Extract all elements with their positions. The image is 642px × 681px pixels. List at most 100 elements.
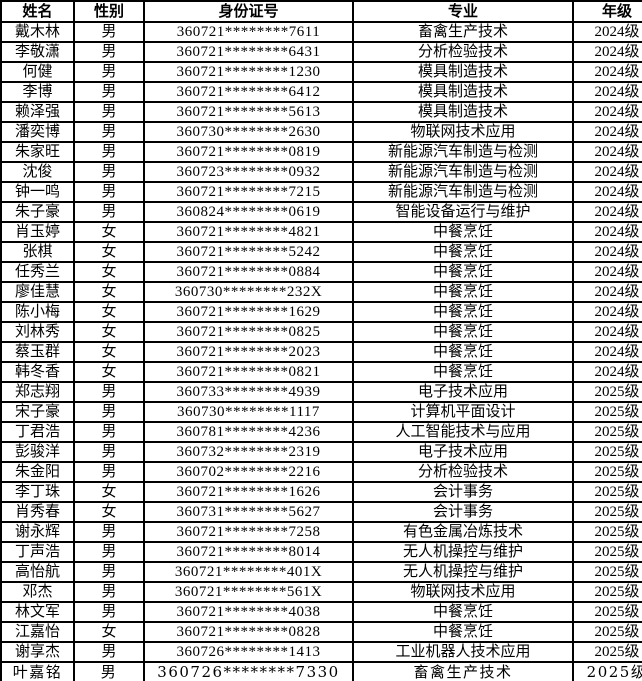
- table-row: 戴木林男 360721********7611 畜禽生产技术 2024级: [0, 21, 642, 43]
- cell-gender: 男: [73, 381, 145, 403]
- table-row: 李敬潇男 360721********6431 分析检验技术 2024级: [0, 41, 642, 63]
- cell-grade: 2025级: [572, 421, 642, 443]
- cell-id_number: 360721********0821: [143, 361, 354, 383]
- cell-name: 丁君浩: [0, 421, 75, 443]
- cell-major: 中餐烹饪: [352, 361, 574, 383]
- cell-name: 张棋: [0, 241, 75, 263]
- table-row: 谢享杰男 360726********1413 工业机器人技术应用 2025级: [0, 641, 642, 663]
- cell-grade: 2024级: [572, 21, 642, 43]
- cell-gender: 男: [73, 21, 145, 43]
- cell-gender: 男: [73, 121, 145, 143]
- cell-id_number: 360730********232X: [143, 281, 354, 303]
- column-header-gender: 性别: [73, 0, 145, 23]
- cell-gender: 女: [73, 481, 145, 503]
- cell-name: 潘奕博: [0, 121, 75, 143]
- cell-id_number: 360721********7215: [143, 181, 354, 203]
- table-row: 郑志翔男 360733********4939 电子技术应用 2025级: [0, 381, 642, 403]
- cell-grade: 2024级: [572, 201, 642, 223]
- cell-major: 新能源汽车制造与检测: [352, 181, 574, 203]
- table-row: 任秀兰女 360721********0884 中餐烹饪 2024级: [0, 261, 642, 283]
- cell-gender: 女: [73, 341, 145, 363]
- table-body: 戴木林男 360721********7611 畜禽生产技术 2024级 李敬潇男 360…: [0, 21, 642, 681]
- cell-id_number: 360721********0884: [143, 261, 354, 283]
- cell-grade: 2024级: [572, 41, 642, 63]
- cell-name: 钟一鸣: [0, 181, 75, 203]
- cell-grade: 2024级: [572, 321, 642, 343]
- table-row: 刘林秀女 360721********0825 中餐烹饪 2024级: [0, 321, 642, 343]
- cell-id_number: 360721********401X: [143, 561, 354, 583]
- cell-id_number: 360726********1413: [143, 641, 354, 663]
- cell-id_number: 360721********5242: [143, 241, 354, 263]
- cell-id_number: 360721********4038: [143, 601, 354, 623]
- cell-name: 彭骏洋: [0, 441, 75, 463]
- cell-gender: 男: [73, 561, 145, 583]
- cell-major: 物联网技术应用: [352, 581, 574, 603]
- cell-major: 无人机操控与维护: [352, 561, 574, 583]
- column-header-id_number: 身份证号: [143, 0, 354, 23]
- table-row: 江嘉怡女 360721********0828 中餐烹饪 2025级: [0, 621, 642, 643]
- table-row: 李丁珠女 360721********1626 会计事务 2025级: [0, 481, 642, 503]
- cell-gender: 女: [73, 261, 145, 283]
- cell-major: 电子技术应用: [352, 441, 574, 463]
- table-row: 张棋女 360721********5242 中餐烹饪 2024级: [0, 241, 642, 263]
- cell-major: 模具制造技术: [352, 61, 574, 83]
- cell-gender: 女: [73, 361, 145, 383]
- cell-grade: 2025级: [572, 641, 642, 663]
- cell-grade: 2025级: [572, 441, 642, 463]
- cell-id_number: 360721********0819: [143, 141, 354, 163]
- cell-major: 模具制造技术: [352, 101, 574, 123]
- cell-major: 中餐烹饪: [352, 221, 574, 243]
- column-header-grade: 年级: [572, 0, 642, 23]
- cell-gender: 男: [73, 61, 145, 83]
- cell-id_number: 360781********4236: [143, 421, 354, 443]
- cell-name: 邓杰: [0, 581, 75, 603]
- cell-name: 高怡航: [0, 561, 75, 583]
- table-row: 何健男 360721********1230 模具制造技术 2024级: [0, 61, 642, 83]
- cell-id_number: 360730********2630: [143, 121, 354, 143]
- cell-grade: 2024级: [572, 361, 642, 383]
- table-row: 朱家旺男 360721********0819 新能源汽车制造与检测 2024级: [0, 141, 642, 163]
- cell-id_number: 360730********1117: [143, 401, 354, 423]
- cell-id_number: 360721********561X: [143, 581, 354, 603]
- cell-gender: 女: [73, 221, 145, 243]
- cell-name: 刘林秀: [0, 321, 75, 343]
- cell-name: 李博: [0, 81, 75, 103]
- cell-gender: 男: [73, 401, 145, 423]
- cell-gender: 女: [73, 501, 145, 523]
- cell-name: 丁声浩: [0, 541, 75, 563]
- cell-major: 会计事务: [352, 501, 574, 523]
- cell-major: 工业机器人技术应用: [352, 641, 574, 663]
- cell-major: 有色金属冶炼技术: [352, 521, 574, 543]
- cell-major: 模具制造技术: [352, 81, 574, 103]
- cell-grade: 2025级: [572, 561, 642, 583]
- cell-name: 朱子豪: [0, 201, 75, 223]
- header-row: 姓名 性别 身份证号 专业 年级: [0, 0, 642, 23]
- cell-major: 电子技术应用: [352, 381, 574, 403]
- cell-major: 人工智能技术与应用: [352, 421, 574, 443]
- cell-id_number: 360721********7611: [143, 21, 354, 43]
- cell-name: 蔡玉群: [0, 341, 75, 363]
- table-row: 朱子豪男 360824********0619 智能设备运行与维护 2024级: [0, 201, 642, 223]
- cell-id_number: 360721********8014: [143, 541, 354, 563]
- cell-name: 叶嘉铭: [0, 661, 75, 681]
- cell-id_number: 360721********0825: [143, 321, 354, 343]
- cell-major: 分析检验技术: [352, 461, 574, 483]
- table-row: 叶嘉铭男 360726********7330 畜禽生产技术 2025级: [0, 661, 642, 681]
- cell-id_number: 360721********6431: [143, 41, 354, 63]
- cell-name: 任秀兰: [0, 261, 75, 283]
- table-row: 廖佳慧女 360730********232X 中餐烹饪 2024级: [0, 281, 642, 303]
- table-row: 赖泽强男 360721********5613 模具制造技术 2024级: [0, 101, 642, 123]
- table-row: 宋子豪男 360730********1117 计算机平面设计 2025级: [0, 401, 642, 423]
- cell-id_number: 360702********2216: [143, 461, 354, 483]
- cell-id_number: 360721********1230: [143, 61, 354, 83]
- cell-gender: 女: [73, 321, 145, 343]
- column-header-major: 专业: [352, 0, 574, 23]
- table-row: 李博男 360721********6412 模具制造技术 2024级: [0, 81, 642, 103]
- cell-id_number: 360733********4939: [143, 381, 354, 403]
- cell-major: 会计事务: [352, 481, 574, 503]
- cell-major: 分析检验技术: [352, 41, 574, 63]
- cell-grade: 2024级: [572, 281, 642, 303]
- cell-major: 畜禽生产技术: [352, 21, 574, 43]
- cell-major: 新能源汽车制造与检测: [352, 141, 574, 163]
